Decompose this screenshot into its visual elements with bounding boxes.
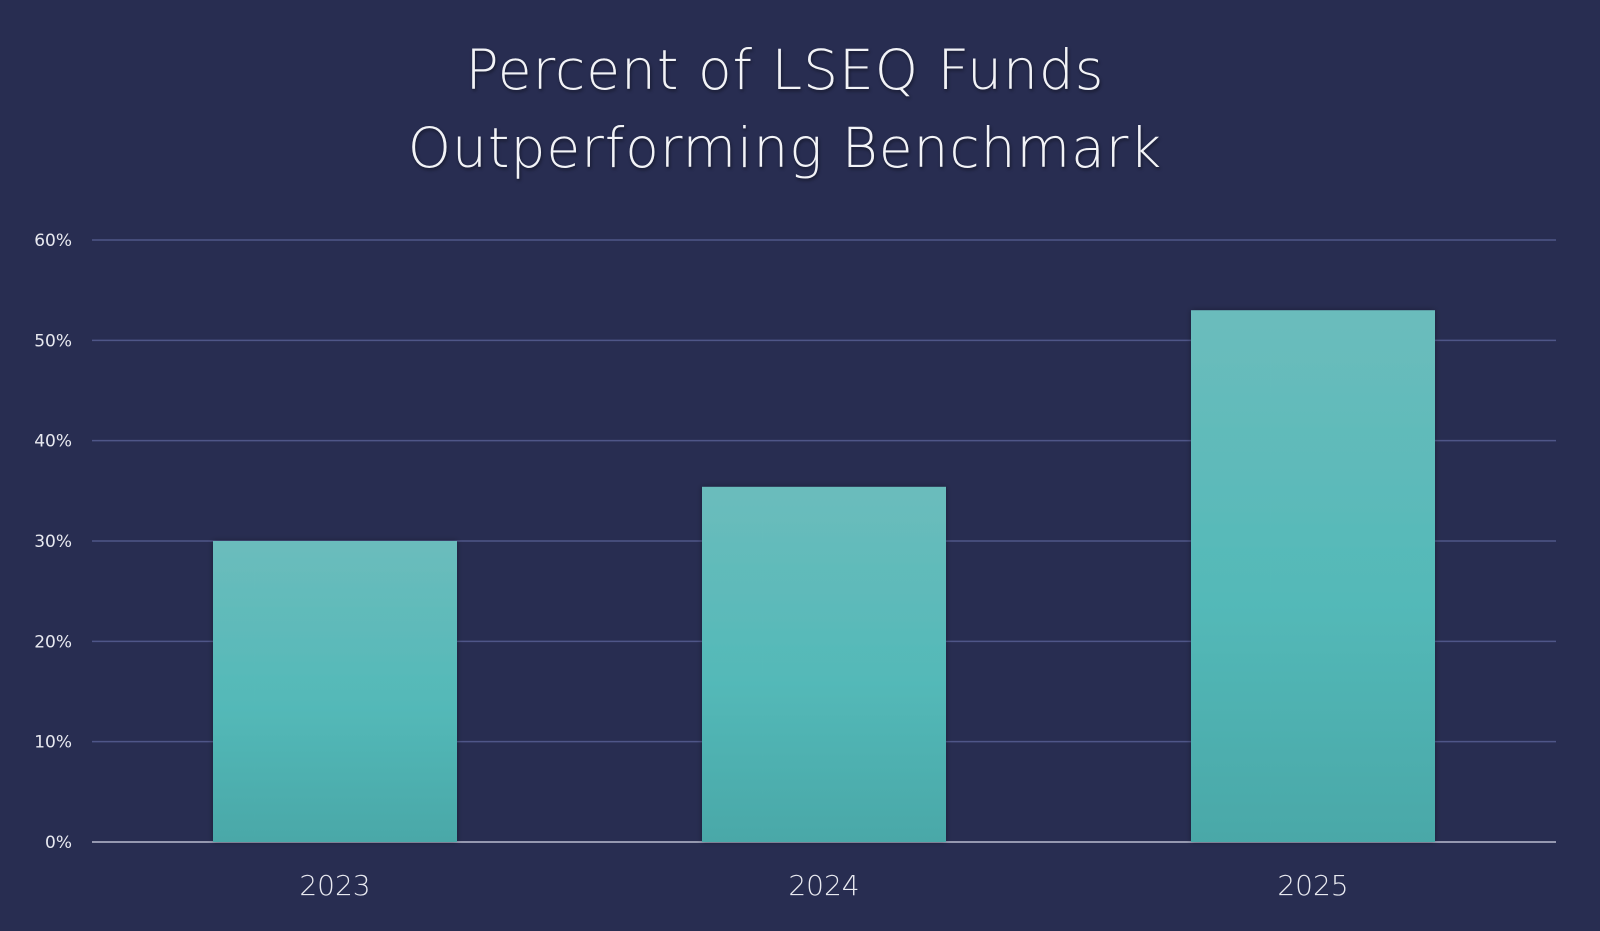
y-tick-label: 20% xyxy=(34,632,72,652)
x-tick-label: 2025 xyxy=(1277,869,1348,902)
chart-title-line-1: Percent of LSEQ Funds xyxy=(465,38,1105,102)
y-tick-label: 30% xyxy=(34,532,72,552)
bar-2025 xyxy=(1191,310,1435,842)
y-tick-label: 40% xyxy=(34,432,72,452)
y-tick-label: 0% xyxy=(45,833,72,853)
bar-2023 xyxy=(213,541,457,842)
x-tick-label: 2024 xyxy=(788,869,859,902)
y-tick-label: 10% xyxy=(34,733,72,753)
y-tick-label: 60% xyxy=(34,231,72,251)
chart-title-line-2: Outperforming Benchmark xyxy=(407,116,1163,180)
x-tick-label: 2023 xyxy=(299,869,370,902)
bar-2024 xyxy=(702,486,946,842)
y-tick-label: 50% xyxy=(34,331,72,351)
